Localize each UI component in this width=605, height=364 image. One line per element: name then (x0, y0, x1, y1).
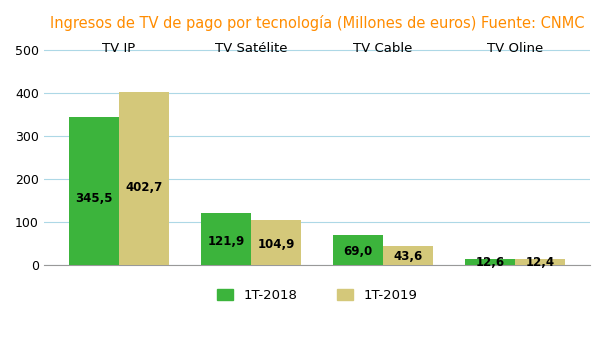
Bar (201, 213, 251, 265)
Bar (69, 117, 119, 265)
Text: TV Cable: TV Cable (353, 42, 413, 55)
Bar (465, 260, 515, 265)
Text: 402,7: 402,7 (125, 181, 163, 194)
Text: 12,4: 12,4 (526, 256, 555, 269)
Text: 43,6: 43,6 (393, 250, 423, 263)
Text: TV Satélite: TV Satélite (215, 42, 287, 55)
Bar (383, 246, 433, 265)
Text: 121,9: 121,9 (207, 235, 244, 248)
Text: TV IP: TV IP (102, 42, 136, 55)
Text: 69,0: 69,0 (343, 245, 373, 258)
Text: 104,9: 104,9 (257, 238, 295, 251)
Text: TV Oline: TV Oline (487, 42, 543, 55)
Bar (251, 220, 301, 265)
Bar (119, 92, 169, 265)
Title: Ingresos de TV de pago por tecnología (Millones de euros) Fuente: CNMC: Ingresos de TV de pago por tecnología (M… (50, 15, 584, 31)
Text: 345,5: 345,5 (75, 192, 113, 205)
Bar (515, 260, 565, 265)
Text: 12,6: 12,6 (476, 256, 505, 269)
Legend: 1T-2018, 1T-2019: 1T-2018, 1T-2019 (212, 283, 422, 307)
Bar (333, 235, 383, 265)
